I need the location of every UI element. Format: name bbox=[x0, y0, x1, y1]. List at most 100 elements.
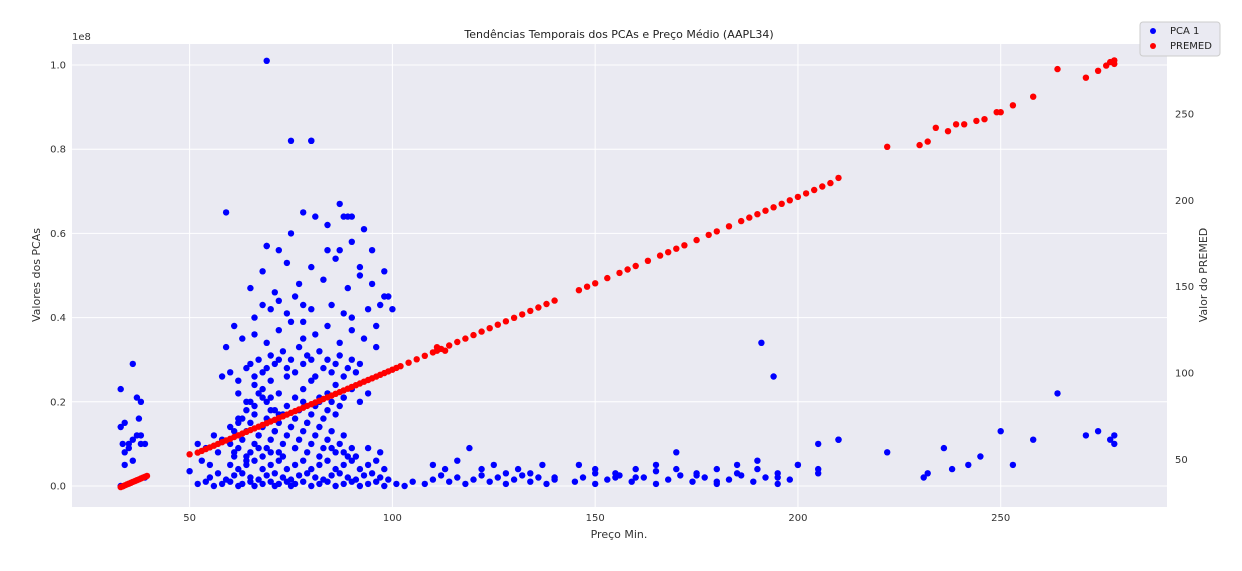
premed-point bbox=[924, 138, 931, 145]
pca1-point bbox=[275, 449, 282, 456]
premed-point bbox=[604, 274, 611, 282]
pca1-point bbox=[713, 478, 720, 485]
y-tick-label: 0.8 bbox=[50, 145, 66, 156]
pca1-point bbox=[235, 377, 242, 384]
pca1-point bbox=[283, 402, 291, 410]
pca1-point bbox=[312, 331, 319, 338]
pca1-point bbox=[300, 478, 307, 485]
pca1-point bbox=[360, 226, 368, 233]
pca1-point bbox=[940, 444, 948, 452]
pca1-point bbox=[283, 259, 291, 267]
pca1-point bbox=[409, 478, 416, 485]
premed-point bbox=[705, 231, 712, 239]
pca1-point bbox=[283, 364, 291, 372]
pca1-point bbox=[300, 209, 307, 216]
y-tick-label: 0.2 bbox=[50, 397, 66, 408]
pca1-point bbox=[977, 453, 984, 460]
pca1-point bbox=[129, 436, 136, 443]
pca1-point bbox=[693, 472, 700, 479]
pca1-point bbox=[279, 453, 287, 460]
pca1-point bbox=[231, 449, 238, 456]
premed-point bbox=[802, 190, 810, 197]
pca1-point bbox=[243, 461, 250, 469]
pca1-point bbox=[308, 377, 315, 384]
pca1-point bbox=[754, 465, 761, 473]
pca1-point bbox=[381, 482, 388, 490]
pca1-point bbox=[774, 474, 781, 481]
pca1-point bbox=[486, 478, 493, 485]
pca1-point bbox=[247, 474, 254, 481]
pca1-point bbox=[129, 360, 136, 368]
premed-point bbox=[811, 186, 818, 194]
legend-label-premed: PREMED bbox=[1170, 41, 1212, 52]
premed-point bbox=[592, 280, 599, 287]
pca1-point bbox=[652, 480, 660, 488]
pca1-point bbox=[247, 419, 254, 426]
pca1-point bbox=[336, 352, 343, 359]
pca1-point bbox=[332, 381, 339, 389]
y-right-tick-label: 100 bbox=[1175, 369, 1194, 380]
pca1-point bbox=[673, 465, 680, 473]
pca1-point bbox=[316, 348, 323, 355]
pca1-point bbox=[271, 470, 278, 477]
pca1-point bbox=[332, 482, 339, 490]
pca1-point bbox=[551, 474, 558, 481]
pca1-point bbox=[308, 482, 315, 490]
pca1-point bbox=[454, 474, 461, 481]
pca1-point bbox=[510, 476, 518, 483]
pca1-point bbox=[673, 449, 680, 456]
pca1-point bbox=[332, 255, 339, 262]
pca1-point bbox=[308, 465, 315, 473]
pca1-point bbox=[255, 432, 262, 439]
pca1-point bbox=[320, 364, 327, 372]
pca1-point bbox=[344, 364, 351, 372]
pca1-point bbox=[632, 474, 639, 481]
pca1-point bbox=[356, 263, 364, 271]
legend-box bbox=[1139, 21, 1221, 57]
pca1-point bbox=[308, 411, 315, 418]
pca1-point bbox=[291, 480, 299, 488]
pca1-point bbox=[235, 415, 242, 422]
pca1-point bbox=[263, 57, 270, 64]
pca1-point bbox=[308, 306, 315, 313]
pca1-point bbox=[332, 449, 339, 456]
pca1-point bbox=[324, 221, 331, 229]
pca1-point bbox=[348, 327, 355, 334]
premed-point bbox=[494, 321, 501, 328]
pca1-point bbox=[437, 472, 445, 479]
legend-label-pca1: PCA 1 bbox=[1170, 26, 1199, 37]
pca1-point bbox=[251, 440, 258, 448]
premed-point bbox=[405, 359, 412, 366]
pca1-point bbox=[348, 238, 355, 245]
pca1-point bbox=[373, 343, 380, 351]
pca1-point bbox=[198, 457, 205, 464]
pca1-point bbox=[385, 293, 392, 300]
premed-point bbox=[952, 121, 960, 128]
pca1-point bbox=[360, 472, 368, 479]
pca1-point bbox=[527, 478, 534, 485]
y-axis-title: Valores dos PCAs bbox=[30, 228, 43, 322]
pca1-point bbox=[640, 474, 647, 481]
pca1-point bbox=[222, 476, 230, 483]
y-tick-label: 0.4 bbox=[50, 313, 66, 324]
pca1-point bbox=[300, 335, 307, 342]
premed-point bbox=[1054, 65, 1061, 73]
pca1-point bbox=[348, 444, 355, 452]
pca1-point bbox=[295, 280, 303, 288]
pca1-point bbox=[239, 470, 246, 477]
pca1-point bbox=[340, 432, 347, 439]
pca1-point bbox=[786, 476, 793, 483]
premed-point bbox=[519, 311, 526, 318]
y-right-axis-title: Valor do PREMED bbox=[1197, 228, 1210, 323]
premed-point bbox=[454, 338, 461, 346]
pca1-point bbox=[332, 360, 339, 368]
pca1-point bbox=[381, 465, 388, 473]
premed-point bbox=[616, 269, 623, 277]
pca1-point bbox=[251, 331, 258, 338]
y-right-tick-label: 50 bbox=[1175, 455, 1188, 466]
pca1-point bbox=[324, 436, 331, 443]
pca1-point bbox=[279, 440, 287, 448]
pca1-point bbox=[137, 398, 145, 405]
pca1-point bbox=[332, 465, 339, 473]
pca1-point bbox=[373, 457, 380, 464]
